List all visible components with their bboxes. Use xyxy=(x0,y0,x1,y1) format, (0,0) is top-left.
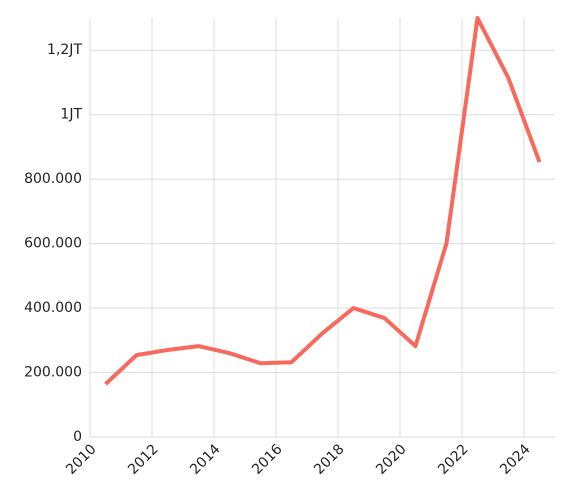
y-tick-label: 1,2JT xyxy=(47,42,82,58)
line xyxy=(104,16,542,386)
x-tick-label: 2024 xyxy=(497,441,534,478)
x-tick-label: 2010 xyxy=(63,441,100,478)
x-tick-label: 2018 xyxy=(311,441,348,478)
y-tick-label: 1JT xyxy=(60,107,82,123)
x-tick-label: 2020 xyxy=(373,441,410,478)
y-tick-label: 800.000 xyxy=(24,171,82,187)
x-tick-label: 2012 xyxy=(125,441,162,478)
y-tick-label: 400.000 xyxy=(24,300,82,316)
x-tick-label: 2014 xyxy=(187,441,224,478)
x-tick-label: 2016 xyxy=(249,441,286,478)
y-tick-label: 0 xyxy=(73,429,82,445)
y-tick-label: 600.000 xyxy=(24,236,82,252)
x-tick-label: 2022 xyxy=(435,441,472,478)
y-tick-label: 200.000 xyxy=(24,365,82,381)
